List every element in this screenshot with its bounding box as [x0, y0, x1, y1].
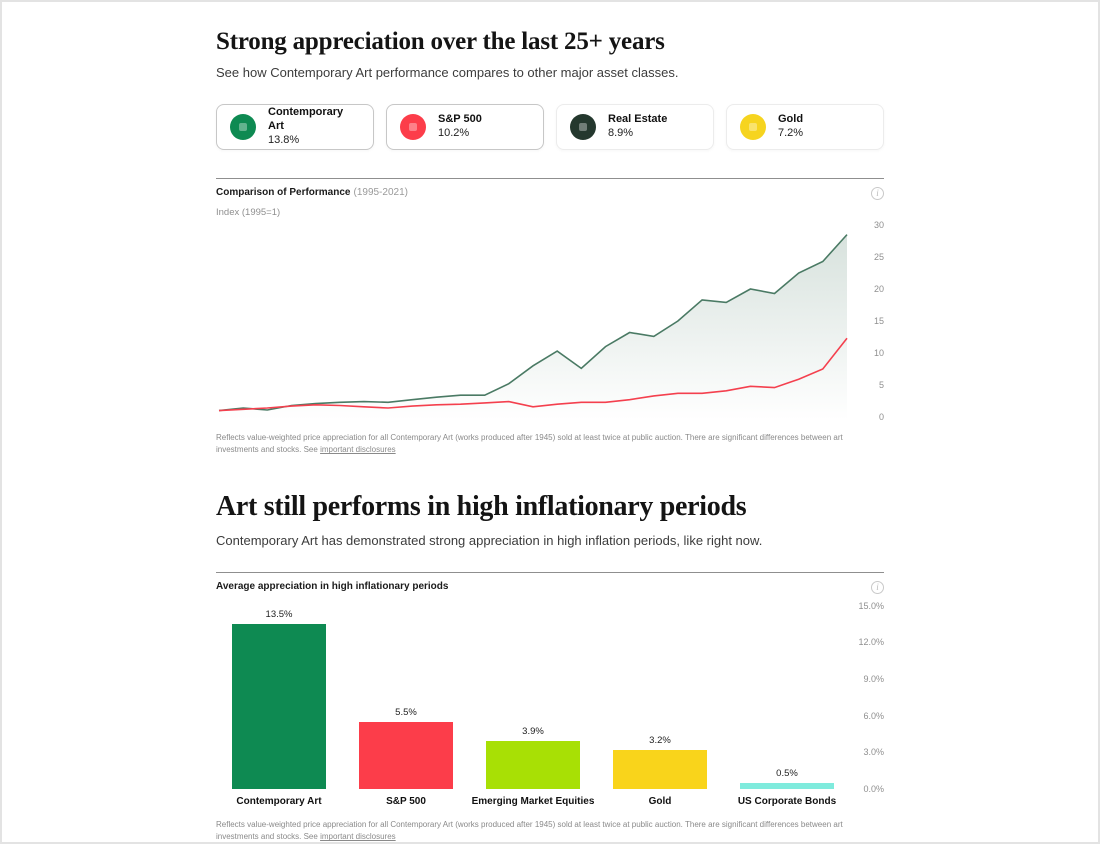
bar-group-us-corporate-bonds: 0.5% [724, 768, 850, 789]
contemporary-art-line [218, 234, 848, 412]
bar-category-label: Gold [648, 795, 672, 807]
asset-card-gold[interactable]: Gold 7.2% [726, 104, 884, 150]
bar-group-contemporary-art: 13.5% [216, 609, 342, 789]
bar-categories-row: Contemporary Art S&P 500 Emerging Market E… [216, 796, 850, 807]
asset-value: 10.2% [438, 127, 470, 139]
bar-group-s-p-500: 5.5% [343, 707, 469, 789]
y-axis-tick: 25 [873, 252, 884, 262]
inflation-chart-panel: Average appreciation in high inflationar… [216, 571, 884, 844]
y-axis-tick: 15 [873, 316, 884, 326]
performance-chart-disclaimer: Reflects value-weighted price appreciati… [216, 433, 843, 455]
asset-color-icon [400, 114, 426, 140]
asset-color-icon [570, 114, 596, 140]
page-content: Strong appreciation over the last 25+ ye… [216, 28, 884, 844]
bar-value-label: 0.5% [776, 767, 798, 779]
asset-card-s-p-500[interactable]: S&P 500 10.2% [386, 104, 544, 150]
bar-value-label: 5.5% [395, 706, 417, 718]
contemporary-art-area-fill [219, 234, 847, 420]
bar-value-label: 3.2% [649, 734, 671, 746]
bar-group-gold: 3.2% [597, 735, 723, 789]
y-axis-tick: 12.0% [858, 637, 884, 648]
section2-subheading: Contemporary Art has demonstrated strong… [216, 532, 763, 548]
y-axis-tick: 30 [873, 220, 884, 230]
inflation-chart-disclaimer: Reflects value-weighted price appreciati… [216, 819, 843, 842]
y-axis-tick: 9.0% [863, 673, 884, 684]
bar-value-label: 3.9% [522, 726, 544, 738]
y-axis-tick: 3.0% [863, 747, 884, 758]
y-axis-tick: 0.0% [863, 783, 884, 794]
inflation-chart-title: Average appreciation in high inflationar… [216, 580, 449, 592]
important-disclosures-link[interactable]: important disclosures [320, 832, 396, 842]
inflation-bar-chart: 13.5% 5.5% 3.9% 3.2% 0.5% Contemporary Art S&… [216, 606, 850, 807]
performance-chart-panel: Comparison of Performance (1995-2021) i I… [216, 178, 884, 457]
asset-toggle-mark-icon [239, 123, 247, 131]
asset-name: Contemporary Art [268, 106, 344, 133]
bar-category-label: Emerging Market Equities [471, 795, 595, 807]
asset-card-real-estate[interactable]: Real Estate 8.9% [556, 104, 714, 150]
performance-chart-title: Comparison of Performance (1995-2021) [216, 187, 408, 198]
performance-line-chart [218, 234, 848, 420]
asset-card-contemporary-art[interactable]: Contemporary Art 13.8% [216, 104, 374, 150]
asset-toggle-mark-icon [579, 123, 587, 131]
asset-cards: Contemporary Art 13.8% S&P 500 10.2% Real Es… [216, 104, 884, 150]
asset-color-icon [740, 114, 766, 140]
sp500-line [218, 337, 848, 412]
asset-value: 8.9% [608, 127, 634, 139]
bar-contemporary-art [232, 624, 326, 789]
asset-toggle-mark-icon [749, 123, 757, 131]
bar-category-label: Contemporary Art [236, 795, 322, 807]
bars-row: 13.5% 5.5% 3.9% 3.2% 0.5% [216, 606, 850, 789]
chart-period: (1995-2021) [353, 187, 408, 198]
bar-emerging-market-equities [486, 741, 580, 789]
section2-heading: Art still performs in high inflationary … [216, 490, 747, 522]
y-axis-tick: 0 [878, 412, 884, 422]
y-axis-tick: 20 [873, 284, 884, 294]
line-chart-y-axis: 30 25 20 15 10 5 0 [850, 220, 884, 422]
bar-gold [613, 749, 707, 789]
info-icon[interactable]: i [871, 580, 884, 594]
bar-s-p-500 [359, 721, 453, 789]
bar-category-label: US Corporate Bonds [737, 795, 837, 807]
section1-subheading: See how Contemporary Art performance com… [216, 65, 679, 80]
important-disclosures-link[interactable]: important disclosures [320, 445, 396, 455]
asset-name: Gold [778, 113, 804, 126]
asset-color-icon [230, 114, 256, 140]
asset-value: 13.8% [268, 133, 300, 146]
bar-value-label: 13.5% [265, 609, 293, 621]
bar-us-corporate-bonds [740, 782, 834, 789]
section1-heading: Strong appreciation over the last 25+ ye… [216, 28, 665, 55]
y-axis-tick: 15.0% [858, 600, 884, 611]
asset-name: S&P 500 [438, 113, 482, 126]
bar-group-emerging-market-equities: 3.9% [470, 726, 596, 789]
bar-chart-y-axis: 15.0% 12.0% 9.0% 6.0% 3.0% 0.0% [850, 601, 884, 794]
info-icon[interactable]: i [871, 187, 884, 200]
y-axis-tick: 10 [873, 348, 884, 358]
asset-value: 7.2% [778, 127, 804, 139]
asset-name: Real Estate [608, 113, 668, 126]
asset-toggle-mark-icon [409, 123, 417, 131]
y-axis-tick: 5 [878, 380, 884, 390]
y-axis-tick: 6.0% [863, 710, 884, 721]
bar-category-label: S&P 500 [386, 795, 426, 807]
index-axis-note: Index (1995=1) [216, 207, 281, 218]
